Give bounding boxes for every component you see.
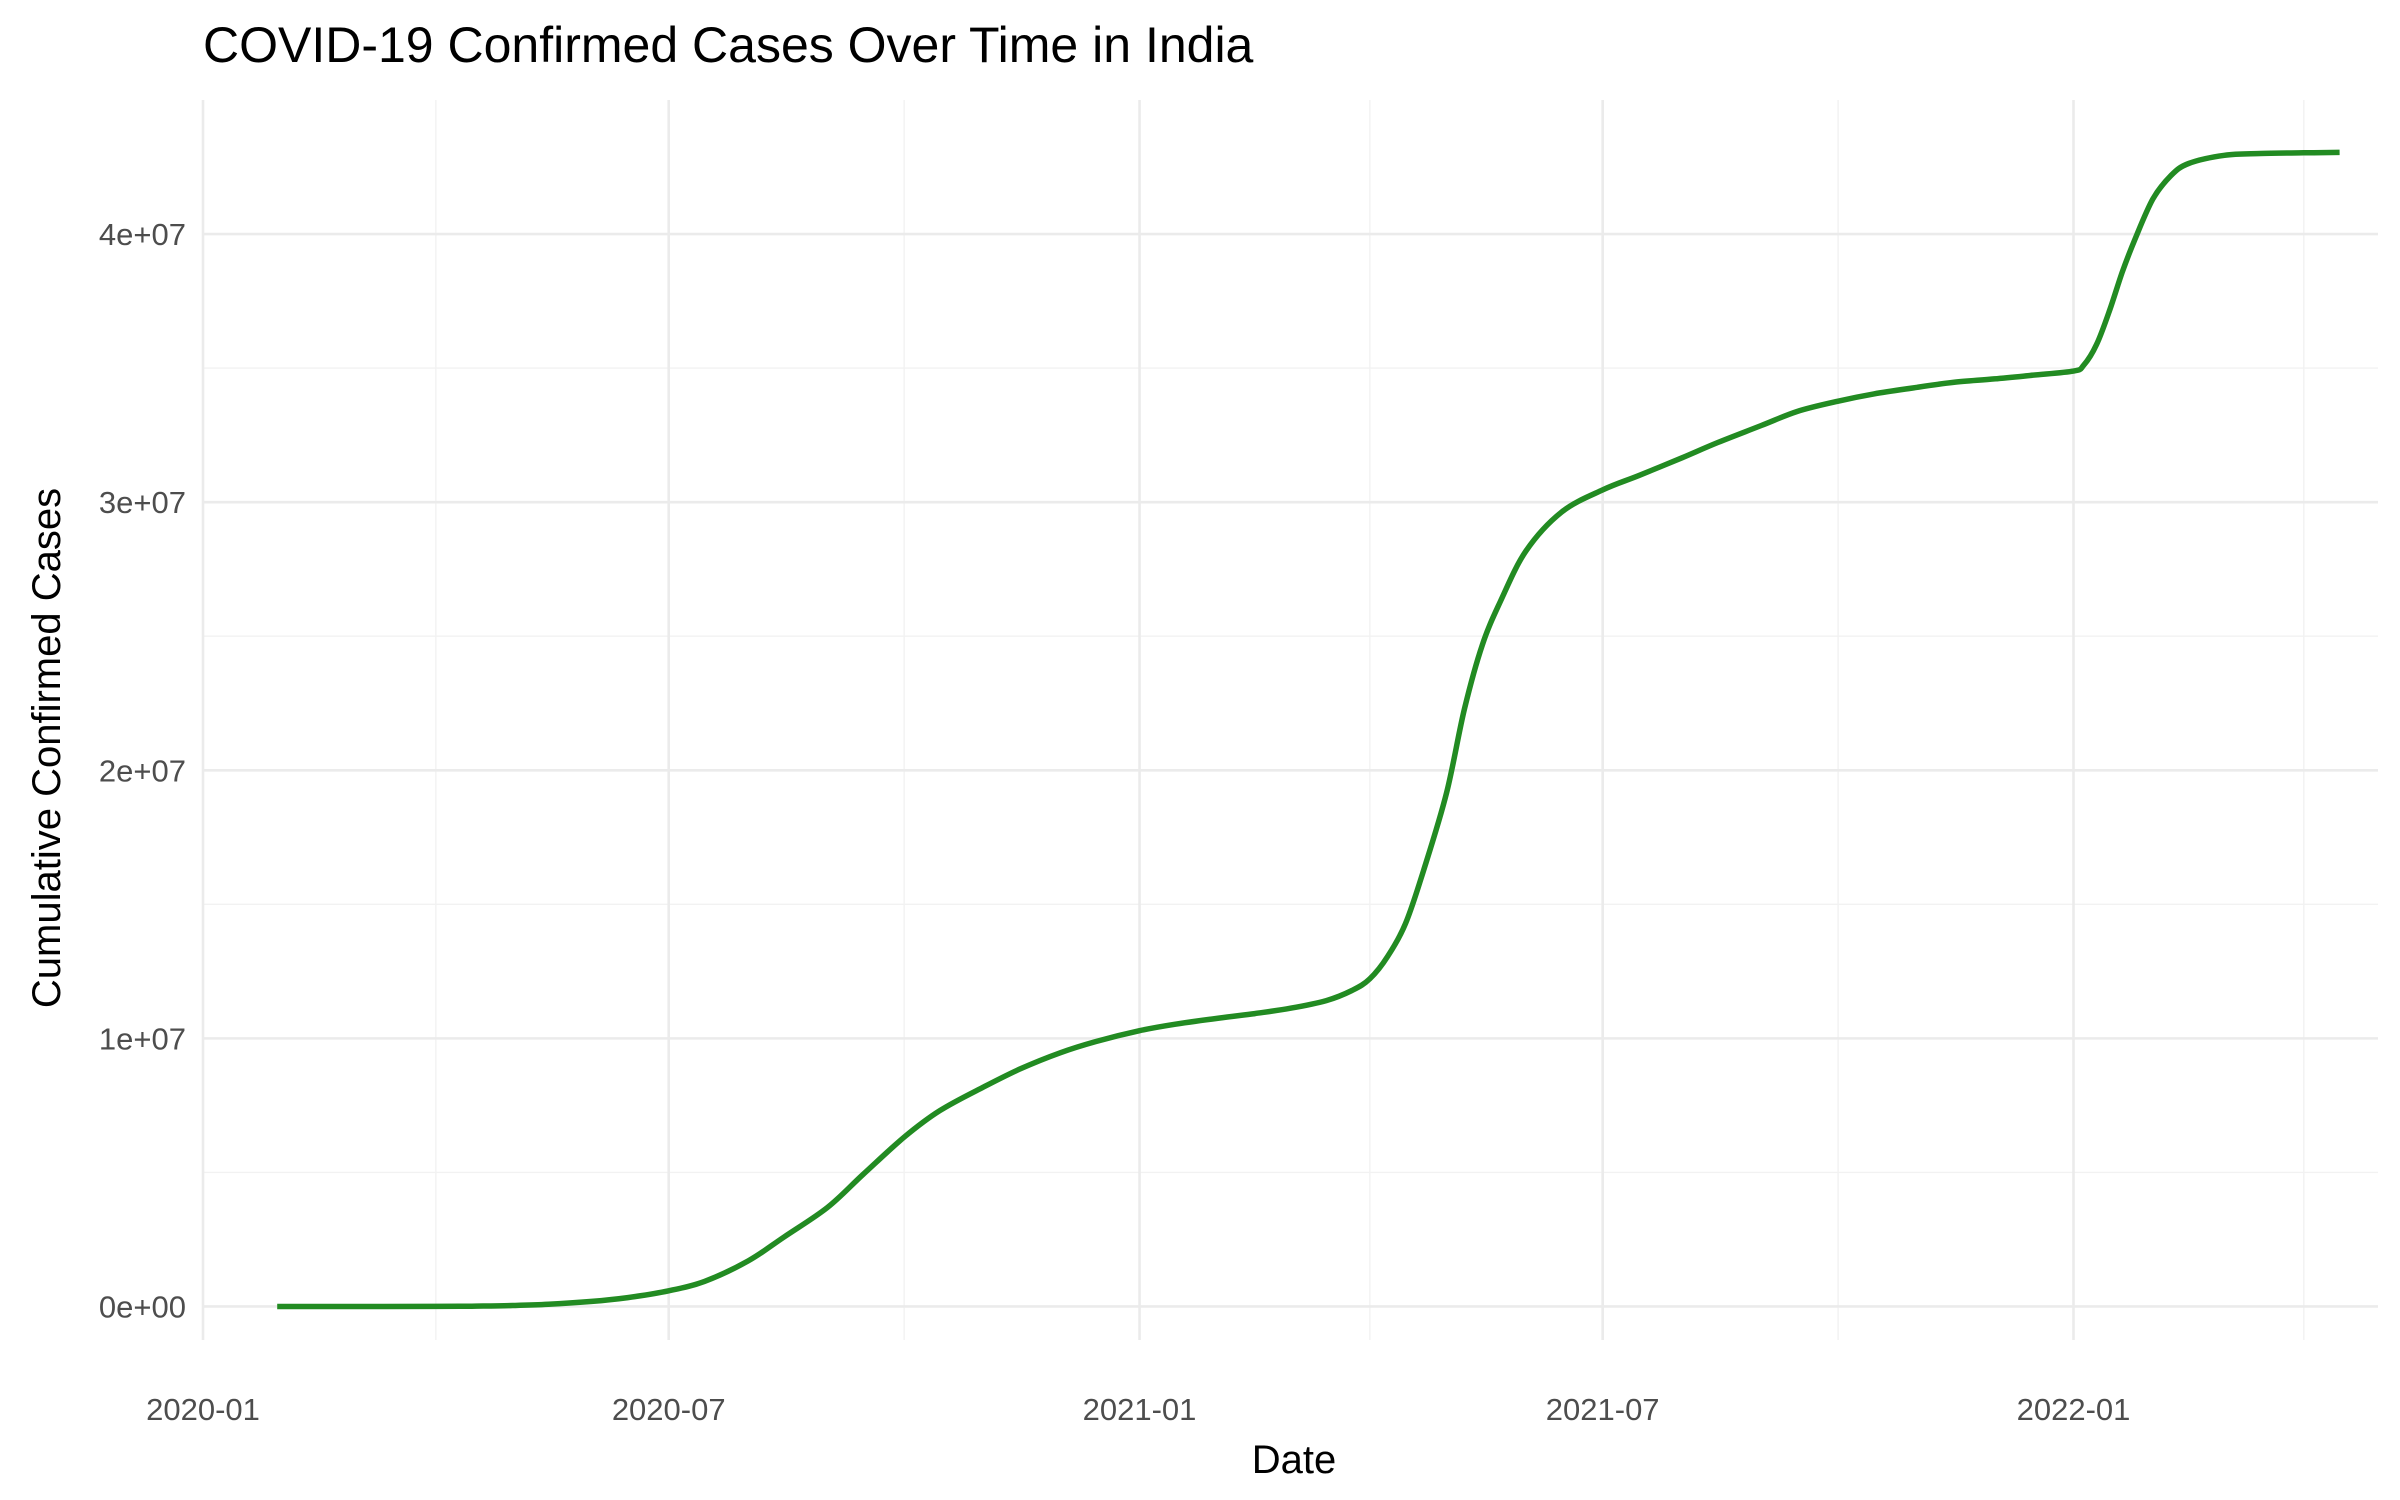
y-tick-label: 1e+07: [99, 1021, 186, 1056]
x-axis-title: Date: [1252, 1438, 1337, 1482]
x-tick-label: 2022-01: [2017, 1392, 2131, 1427]
y-tick-label: 3e+07: [99, 485, 186, 520]
y-tick-label: 4e+07: [99, 217, 186, 252]
y-tick-label: 0e+00: [99, 1289, 186, 1324]
x-tick-label: 2020-07: [612, 1392, 726, 1427]
minor-grid: [203, 100, 2378, 1340]
y-axis-title: Cumulative Confirmed Cases: [25, 488, 69, 1008]
y-tick-label: 2e+07: [99, 753, 186, 788]
x-tick-label: 2020-01: [146, 1392, 260, 1427]
x-tick-label: 2021-07: [1546, 1392, 1660, 1427]
x-tick-label: 2021-01: [1083, 1392, 1197, 1427]
major-grid: [201, 100, 2378, 1340]
chart-title: COVID-19 Confirmed Cases Over Time in In…: [203, 17, 1254, 73]
y-axis-tick-labels: 0e+00 1e+07 2e+07 3e+07 4e+07: [99, 217, 186, 1324]
series-layer: [277, 149, 2340, 1310]
series-line: [277, 149, 2340, 1310]
x-axis-tick-labels: 2020-01 2020-07 2021-01 2021-07 2022-01: [146, 1392, 2130, 1427]
